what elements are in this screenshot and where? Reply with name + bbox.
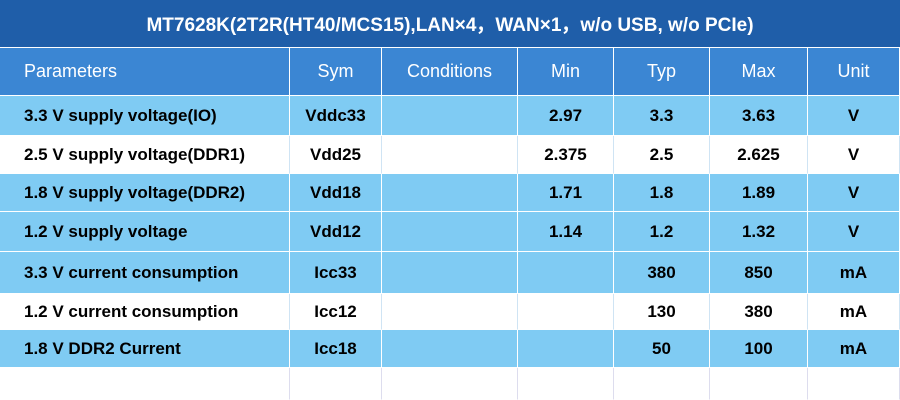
- header-cell: Typ: [614, 48, 710, 96]
- table-cell: 3.3: [614, 96, 710, 136]
- empty-cell: [614, 368, 710, 400]
- table-cell: [382, 212, 518, 252]
- table-cell: Icc12: [290, 294, 382, 330]
- table-cell: 2.375: [518, 136, 614, 174]
- table-cell: 1.89: [710, 174, 808, 212]
- table-title: MT7628K(2T2R(HT40/MCS15),LAN×4，WAN×1，w/o…: [0, 0, 900, 48]
- header-cell: Sym: [290, 48, 382, 96]
- table-cell: [382, 136, 518, 174]
- table-cell: mA: [808, 294, 900, 330]
- table-cell: 50: [614, 330, 710, 368]
- empty-cell: [518, 368, 614, 400]
- table-cell: 2.5 V supply voltage(DDR1): [0, 136, 290, 174]
- table-cell: mA: [808, 252, 900, 294]
- table-cell: 1.32: [710, 212, 808, 252]
- table-cell: mA: [808, 330, 900, 368]
- table-cell: 2.5: [614, 136, 710, 174]
- empty-cell: [710, 368, 808, 400]
- empty-cell: [0, 368, 290, 400]
- table-cell: 100: [710, 330, 808, 368]
- table-cell: Vdd18: [290, 174, 382, 212]
- table-cell: [382, 174, 518, 212]
- table-cell: 1.2 V current consumption: [0, 294, 290, 330]
- table-cell: [382, 252, 518, 294]
- empty-cell: [808, 368, 900, 400]
- table-cell: Icc33: [290, 252, 382, 294]
- table-cell: 1.8: [614, 174, 710, 212]
- table-cell: [518, 294, 614, 330]
- table-cell: [518, 330, 614, 368]
- table-cell: 3.3 V supply voltage(IO): [0, 96, 290, 136]
- table-cell: 1.2 V supply voltage: [0, 212, 290, 252]
- table-cell: 1.8 V DDR2 Current: [0, 330, 290, 368]
- table-cell: 130: [614, 294, 710, 330]
- header-cell: Min: [518, 48, 614, 96]
- table-cell: Vdd25: [290, 136, 382, 174]
- table-cell: 1.8 V supply voltage(DDR2): [0, 174, 290, 212]
- table-cell: 2.625: [710, 136, 808, 174]
- table-cell: Vdd12: [290, 212, 382, 252]
- table-cell: V: [808, 174, 900, 212]
- table-cell: 850: [710, 252, 808, 294]
- table-cell: 3.3 V current consumption: [0, 252, 290, 294]
- header-cell: Conditions: [382, 48, 518, 96]
- table-cell: 2.97: [518, 96, 614, 136]
- table-cell: 1.2: [614, 212, 710, 252]
- table-cell: Icc18: [290, 330, 382, 368]
- table-cell: 1.71: [518, 174, 614, 212]
- table-cell: V: [808, 136, 900, 174]
- table-cell: [382, 330, 518, 368]
- table-cell: V: [808, 96, 900, 136]
- empty-cell: [382, 368, 518, 400]
- header-cell: Parameters: [0, 48, 290, 96]
- table-cell: V: [808, 212, 900, 252]
- header-cell: Max: [710, 48, 808, 96]
- table-cell: 380: [710, 294, 808, 330]
- table-cell: [382, 294, 518, 330]
- table-cell: 380: [614, 252, 710, 294]
- table-cell: 3.63: [710, 96, 808, 136]
- table-cell: 1.14: [518, 212, 614, 252]
- table-cell: [382, 96, 518, 136]
- table-cell: Vddc33: [290, 96, 382, 136]
- header-cell: Unit: [808, 48, 900, 96]
- table-cell: [518, 252, 614, 294]
- empty-cell: [290, 368, 382, 400]
